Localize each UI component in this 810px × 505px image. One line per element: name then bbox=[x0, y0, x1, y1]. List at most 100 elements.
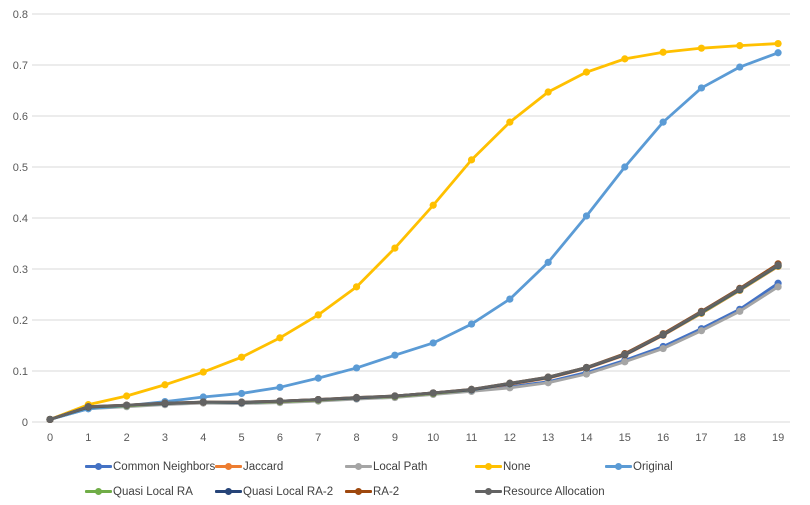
data-point-resource-allocation bbox=[774, 261, 782, 269]
series-line-resource-allocation bbox=[48, 263, 780, 421]
legend-label: None bbox=[503, 460, 531, 473]
legend-marker-icon bbox=[85, 487, 112, 496]
x-tick-label: 5 bbox=[239, 432, 245, 444]
data-point-original bbox=[352, 364, 361, 372]
data-point-resource-allocation bbox=[429, 389, 437, 397]
legend-label: Resource Allocation bbox=[503, 485, 605, 498]
data-point-resource-allocation bbox=[84, 403, 92, 411]
x-tick-label: 6 bbox=[277, 432, 283, 444]
legend-label: Original bbox=[633, 460, 673, 473]
data-point-none bbox=[314, 311, 322, 319]
data-point-resource-allocation bbox=[544, 373, 552, 381]
legend-marker-icon bbox=[345, 462, 372, 471]
y-tick-label: 0.7 bbox=[13, 60, 28, 72]
legend-label: Quasi Local RA-2 bbox=[243, 485, 334, 498]
data-point-none bbox=[161, 381, 169, 389]
data-point-original bbox=[199, 393, 207, 401]
y-tick-label: 0.1 bbox=[13, 366, 28, 378]
x-tick-label: 8 bbox=[353, 432, 359, 444]
x-tick-label: 2 bbox=[124, 432, 130, 444]
data-point-original bbox=[276, 383, 284, 391]
legend-marker-icon bbox=[475, 487, 502, 496]
series-line-none bbox=[48, 42, 780, 421]
data-point-resource-allocation bbox=[621, 350, 629, 358]
data-point-none bbox=[736, 42, 744, 50]
x-tick-label: 19 bbox=[772, 432, 784, 444]
y-tick-label: 0.4 bbox=[13, 213, 28, 225]
legend-marker-icon bbox=[345, 487, 372, 496]
series-lines bbox=[46, 39, 782, 424]
x-tick-label: 13 bbox=[542, 432, 554, 444]
legend-marker-icon bbox=[605, 462, 632, 471]
x-tick-label: 12 bbox=[504, 432, 516, 444]
legend-marker-icon bbox=[215, 487, 242, 496]
data-point-resource-allocation bbox=[161, 399, 169, 407]
x-tick-label: 16 bbox=[657, 432, 669, 444]
x-tick-label: 17 bbox=[695, 432, 707, 444]
data-point-none bbox=[123, 392, 131, 400]
x-tick-label: 1 bbox=[85, 432, 91, 444]
data-point-resource-allocation bbox=[314, 395, 322, 404]
data-point-original bbox=[506, 295, 514, 303]
x-tick-label: 15 bbox=[619, 432, 631, 444]
data-point-resource-allocation bbox=[46, 415, 54, 424]
data-point-resource-allocation bbox=[506, 379, 514, 387]
data-point-none bbox=[582, 68, 591, 76]
data-point-resource-allocation bbox=[391, 392, 399, 400]
plot-area: 00.10.20.30.40.50.60.70.8 0 1 2 3 4 5 6 7 8 9 10 11… bbox=[13, 9, 790, 444]
x-tick-label: 4 bbox=[200, 432, 206, 444]
data-point-resource-allocation bbox=[238, 398, 246, 406]
data-point-original bbox=[544, 258, 552, 266]
data-point-local-path bbox=[659, 344, 667, 353]
legend-item-quasi-local-ra-2: Quasi Local RA-2 bbox=[215, 486, 345, 498]
x-tick-label: 3 bbox=[162, 432, 168, 444]
data-point-none bbox=[238, 353, 246, 361]
legend-label: Common Neighbors bbox=[113, 460, 216, 473]
data-point-original bbox=[736, 63, 744, 71]
data-point-local-path bbox=[697, 327, 706, 335]
series-line-local-path bbox=[48, 285, 780, 421]
legend-marker-icon bbox=[215, 462, 242, 471]
legend-label: Local Path bbox=[373, 460, 428, 473]
legend-item-resource-allocation: Resource Allocation bbox=[475, 486, 605, 498]
legend-marker-icon bbox=[475, 462, 502, 471]
legend-item-ra-2: RA-2 bbox=[345, 486, 475, 498]
legend-item-local-path: Local Path bbox=[345, 461, 475, 473]
data-point-none bbox=[544, 88, 552, 96]
data-point-original bbox=[774, 49, 782, 57]
x-tick-label: 11 bbox=[466, 432, 477, 444]
data-point-none bbox=[506, 118, 514, 126]
data-point-local-path bbox=[774, 283, 782, 291]
data-point-resource-allocation bbox=[697, 308, 706, 316]
data-point-resource-allocation bbox=[276, 397, 284, 405]
data-point-original bbox=[582, 212, 591, 220]
x-tick-label: 14 bbox=[580, 432, 592, 444]
data-point-original bbox=[467, 320, 476, 328]
x-tick-label: 0 bbox=[47, 432, 53, 444]
data-point-resource-allocation bbox=[123, 401, 131, 409]
data-point-none bbox=[199, 368, 207, 376]
data-point-original bbox=[697, 84, 706, 92]
data-point-original bbox=[429, 339, 437, 347]
data-point-none bbox=[774, 39, 782, 48]
y-tick-label: 0.3 bbox=[13, 264, 28, 276]
data-point-resource-allocation bbox=[467, 385, 476, 393]
data-point-none bbox=[659, 48, 667, 56]
y-tick-label: 0.6 bbox=[13, 111, 28, 123]
data-point-none bbox=[621, 55, 629, 63]
y-tick-label: 0.8 bbox=[13, 9, 28, 21]
legend-item-none: None bbox=[475, 461, 605, 473]
legend-label: Quasi Local RA bbox=[113, 485, 193, 498]
data-point-none bbox=[391, 244, 399, 252]
x-axis-labels: 0 1 2 3 4 5 6 7 8 9 10 11 12 13 14 15 16 17 18 19 bbox=[47, 432, 784, 444]
legend-item-common-neighbors: Common Neighbors bbox=[85, 461, 215, 473]
data-point-original bbox=[621, 163, 629, 171]
data-point-original bbox=[659, 118, 667, 126]
x-tick-label: 7 bbox=[315, 432, 321, 444]
series-line-common-neighbors bbox=[48, 281, 780, 421]
y-tick-label: 0.2 bbox=[13, 315, 28, 327]
data-point-original bbox=[238, 389, 246, 398]
data-point-none bbox=[276, 334, 284, 342]
legend-marker-icon bbox=[85, 462, 112, 471]
y-axis-labels: 0 0.1 0.2 0.3 0.4 0.5 0.6 0.7 0.8 bbox=[13, 9, 28, 429]
